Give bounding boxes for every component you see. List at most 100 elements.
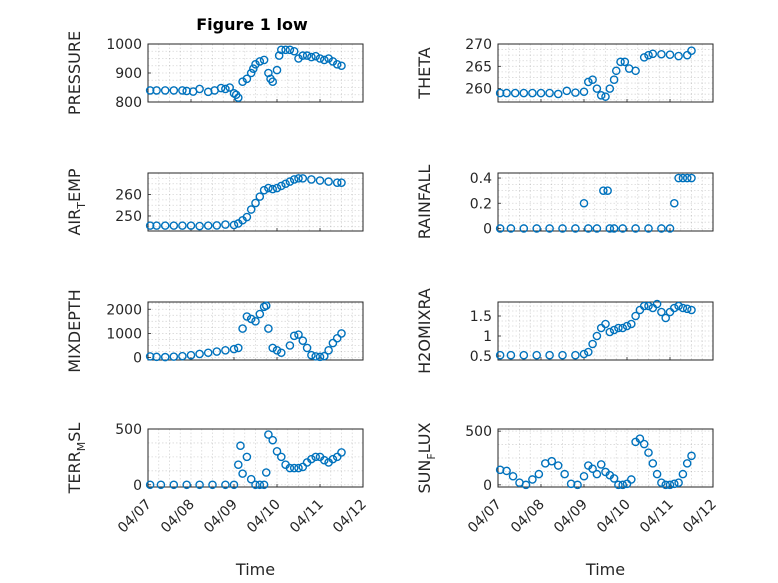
mixdepth-data-point [315,352,325,362]
air-temp-data-point [281,179,290,189]
mixdepth-data-point [328,338,338,348]
terr-msl-data-point [276,452,286,462]
pressure-ytick-label: 800 [115,95,142,111]
mixdepth-data-point [255,309,265,319]
subplot-mixdepth: 0 1000 2000 MIXDEPTH [65,289,364,373]
h2omixra-data-point [571,350,580,360]
sun-flux-data-point [674,478,683,488]
rainfall-data-point [605,224,615,233]
terr-msl-data-point [285,463,295,473]
air-temp-data-point [307,175,316,184]
rainfall-data-point [631,224,640,233]
sun-flux-xtick-label: 04/10 [594,497,634,537]
pressure-ytick-label: 900 [115,66,142,82]
subplot-pressure: 800 900 1000 PRESSURE [65,31,364,115]
mixdepth-data-point [186,350,196,360]
mixdepth-data-point [268,343,278,353]
air-temp-data-point [268,184,278,194]
rainfall-data-point [545,224,554,233]
pressure-data-point [246,68,256,78]
h2omixra-data-point [506,350,516,360]
pressure-data-point [225,83,234,92]
terr-msl-data-point [264,430,273,439]
terr-msl-xtick-label: 04/08 [158,497,198,537]
sun-flux-data-point [508,471,518,481]
air-temp-data-point [337,178,346,187]
h2omixra-data-point [579,349,589,359]
theta-data-point [571,88,580,97]
terr-msl-ytick-label: 0 [133,478,142,494]
mixdepth-data-point [238,324,247,333]
sun-flux-data-point [622,479,632,489]
rainfall-ytick-label: 0 [483,221,492,237]
sun-flux-data-point [609,474,619,483]
figure-title: Figure 1 low [196,15,308,34]
h2omixra-ytick-label: 1 [483,329,492,345]
pressure-data-point [315,54,325,63]
air-temp-data-point [315,176,325,185]
subplot-sun-flux: 0 500 04/07 04/08 04/09 04/10 04/11 04/12 SUNFLU… [415,422,720,579]
pressure-data-point [242,74,252,84]
theta-data-point [592,84,602,93]
sun-flux-ytick-label: 500 [465,424,492,440]
h2omixra-data-point [687,305,696,315]
sun-flux-data-point [573,480,582,490]
sun-flux-data-point [521,480,531,490]
h2omixra-data-point [622,321,632,331]
h2omixra-data-point [678,303,688,313]
pressure-data-point [311,51,321,61]
theta-ytick-label: 265 [465,59,492,75]
rainfall-data-point [603,186,612,195]
terr-msl-data-point [145,480,155,490]
subplot-h2omixra: 0.5 1 1.5 H2OMIXRA [415,288,714,374]
theta-data-point [584,77,593,87]
rainfall-data-point [579,198,589,208]
terr-msl-data-point [307,454,316,464]
mixdepth-data-point [337,329,346,338]
terr-msl-data-point [221,480,230,490]
theta-data-point [528,88,537,98]
air-temp-data-point [242,212,252,222]
terr-msl-ylabel: TERRMSL [65,423,88,495]
air-temp-data-point [195,221,204,231]
terr-msl-ytick-label: 500 [115,422,142,438]
terr-msl-data-point [298,462,308,472]
terr-msl-data-point [259,480,269,490]
air-temp-data-point [285,177,295,186]
mixdepth-data-point [285,341,295,350]
h2omixra-plot-area [497,301,714,361]
sun-flux-data-point [614,480,623,490]
pressure-data-point [178,86,187,95]
terr-msl-data-point [195,480,204,490]
h2omixra-data-point [601,319,610,329]
h2omixra-data-point [682,304,692,314]
h2omixra-ytick-label: 1.5 [470,309,492,325]
h2omixra-data-point [545,350,554,360]
theta-data-point [536,88,546,98]
theta-data-point [579,87,589,97]
theta-data-point [687,46,696,55]
sun-flux-data-point [657,478,666,488]
theta-data-point [631,66,640,76]
rainfall-data-point [678,173,688,183]
theta-data-point [588,75,597,84]
mixdepth-data-point [261,301,271,310]
theta-data-point [665,50,675,60]
pressure-data-point [195,84,204,94]
theta-data-point [519,88,529,98]
pressure-ytick-label: 1000 [106,37,142,53]
air-temp-data-point [255,192,265,201]
mixdepth-data-point [276,348,286,358]
mixdepth-data-point [242,312,252,321]
air-temp-data-point [272,183,282,193]
rainfall-data-point [584,224,593,233]
rainfall-data-point [495,224,505,233]
h2omixra-data-point [670,303,679,313]
h2omixra-data-point [652,299,662,309]
pressure-data-point [272,65,282,75]
terr-msl-xtick-label: 04/09 [201,497,241,537]
terr-msl-data-point [319,455,329,465]
pressure-data-point [298,51,308,60]
h2omixra-data-point [584,347,593,357]
